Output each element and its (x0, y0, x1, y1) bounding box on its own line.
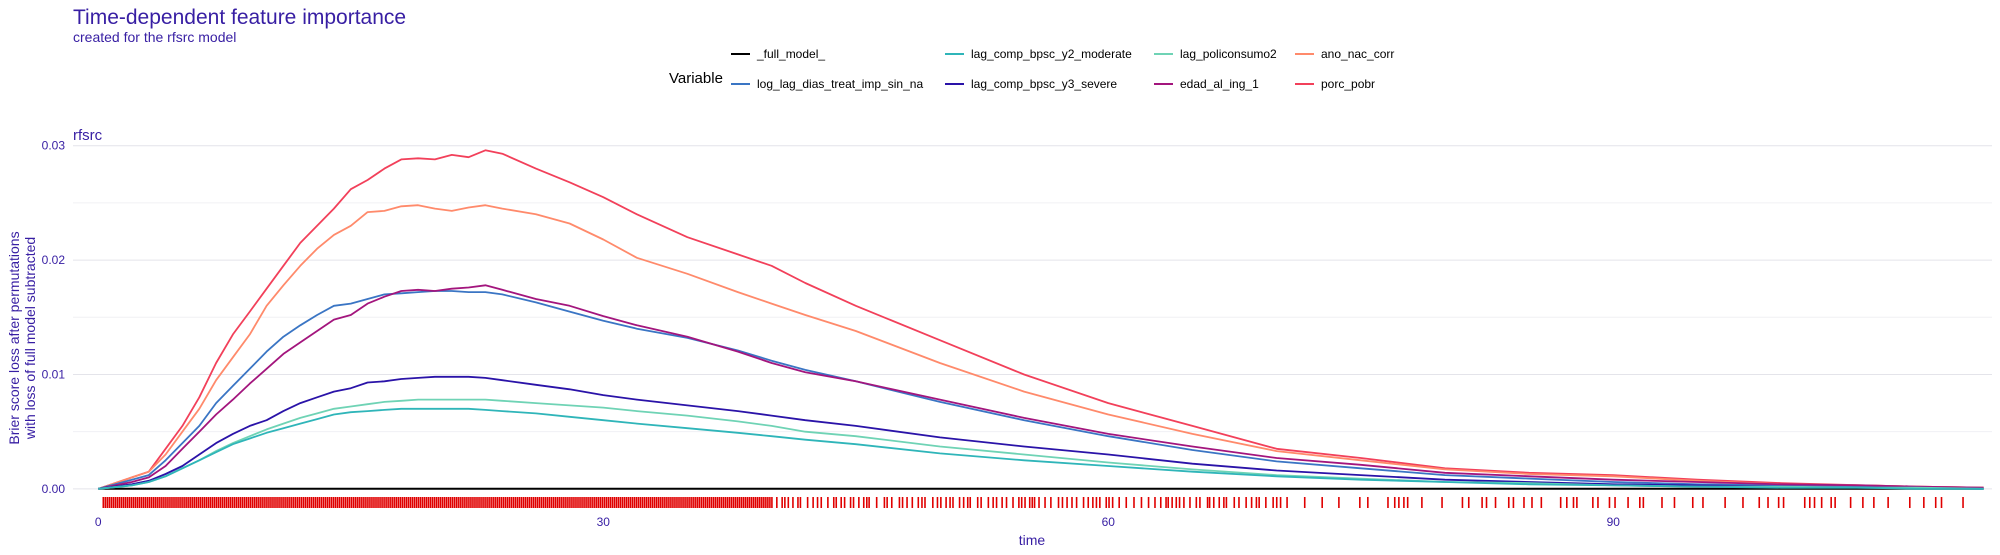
series-line (98, 407, 1984, 490)
legend-item: ano_nac_corr (1295, 47, 1394, 61)
legend-key (945, 53, 964, 55)
x-tick-label: 90 (1607, 515, 1621, 529)
rug-marks (102, 497, 1964, 508)
legend-key (945, 83, 964, 85)
legend-item: porc_pobr (1295, 77, 1375, 91)
y-tick-label: 0.03 (42, 139, 66, 153)
y-tick-label: 0.02 (42, 253, 66, 267)
x-tick-label: 30 (597, 515, 611, 529)
series-line (98, 204, 1984, 490)
y-tick-label: 0.00 (42, 482, 66, 496)
legend-label: ano_nac_corr (1321, 47, 1395, 61)
y-axis-title-line: Brier score loss after permutations (6, 231, 22, 444)
legend-label: log_lag_dias_treat_imp_sin_na (757, 77, 924, 91)
chart-subtitle: created for the rfsrc model (73, 29, 237, 45)
series-line (98, 284, 1984, 490)
legend-key (1295, 83, 1314, 85)
facet-label: rfsrc (73, 127, 103, 144)
legend-label: edad_al_ing_1 (1180, 77, 1259, 91)
legend-key (731, 83, 750, 85)
legend-label: porc_pobr (1321, 77, 1376, 91)
grid-lines (73, 145, 1992, 490)
x-tick-label: 60 (1102, 515, 1116, 529)
y-axis-title-line: with loss of full model subtracted (22, 237, 38, 440)
series-line (98, 375, 1984, 490)
legend-item: edad_al_ing_1 (1154, 77, 1259, 91)
series-line (98, 149, 1984, 490)
legend-title: Variable (669, 70, 723, 87)
y-tick-label: 0.01 (42, 367, 66, 381)
y-tick-labels: 0.00 0.01 0.02 0.03 (42, 139, 66, 496)
legend-key (1154, 83, 1173, 85)
series-line (98, 290, 1984, 490)
chart-title: Time-dependent feature importance (73, 6, 407, 29)
legend-label: lag_comp_bpsc_y2_moderate (971, 47, 1132, 61)
legend-item: lag_comp_bpsc_y2_moderate (945, 47, 1132, 61)
legend-key (731, 53, 750, 55)
legend-item: lag_policonsumo2 (1154, 47, 1277, 61)
legend-key (1154, 53, 1173, 55)
series-lines (98, 149, 1984, 490)
x-tick-labels: 0 30 60 90 (95, 515, 1620, 529)
legend-key (1295, 53, 1314, 55)
legend-item: _full_model_ (731, 47, 825, 61)
legend-item: lag_comp_bpsc_y3_severe (945, 77, 1117, 91)
legend-label: lag_policonsumo2 (1180, 47, 1277, 61)
legend-label: lag_comp_bpsc_y3_severe (971, 77, 1118, 91)
x-axis-title: time (1019, 532, 1046, 548)
legend-label: _full_model_ (757, 47, 826, 61)
legend-item: log_lag_dias_treat_imp_sin_na (731, 77, 923, 91)
series-line (98, 398, 1984, 490)
x-tick-label: 0 (95, 515, 102, 529)
y-axis-title: Brier score loss after permutationswith … (6, 231, 38, 444)
